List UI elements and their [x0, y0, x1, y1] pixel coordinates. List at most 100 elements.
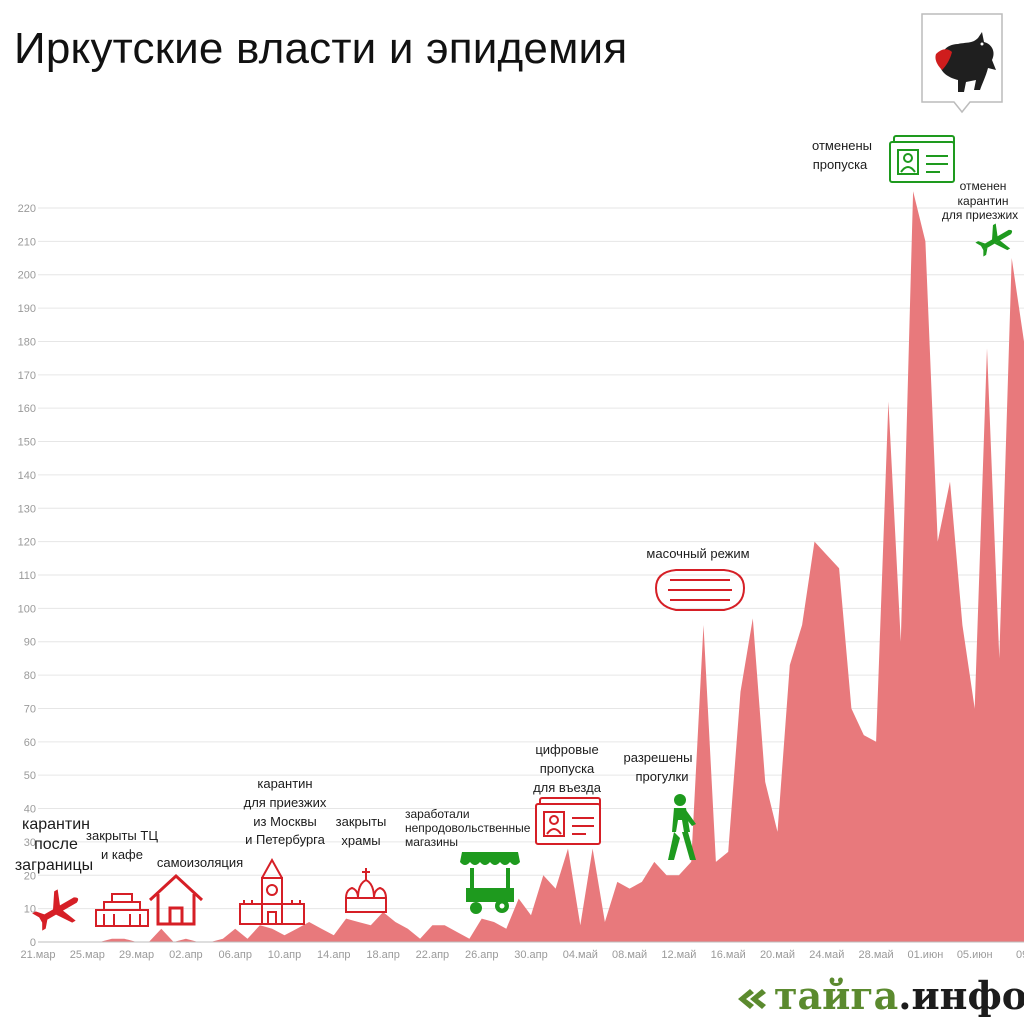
x-tick-label: 22.апр	[416, 949, 449, 961]
annotation-label: пропуска	[813, 157, 868, 172]
x-tick-label: 10.апр	[268, 949, 301, 961]
annotation-quarantine-moscow: карантин для приезжих из Москвы и Петерб…	[239, 776, 327, 925]
y-tick-label: 80	[24, 670, 36, 682]
x-tick-label: 16.май	[711, 949, 746, 961]
x-tick-label: 20.май	[760, 949, 795, 961]
y-tick-label: 90	[24, 637, 36, 649]
walking-person-icon	[668, 794, 696, 860]
y-tick-label: 190	[18, 303, 36, 315]
x-tick-label: 01.июн	[908, 949, 944, 961]
annotation-malls-closed: закрыты ТЦ и кафе	[86, 828, 158, 927]
market-stall-icon	[460, 852, 520, 914]
annotation-label: самоизоляция	[157, 855, 243, 870]
y-tick-label: 30	[24, 837, 36, 849]
cases-area	[38, 191, 1024, 943]
annotation-label: отменены	[812, 138, 872, 153]
x-tick-label: 09.и	[1016, 949, 1024, 961]
y-tick-label: 200	[18, 270, 36, 282]
x-tick-label: 14.апр	[317, 949, 350, 961]
y-tick-label: 60	[24, 737, 36, 749]
x-tick-label: 25.мар	[70, 949, 105, 961]
annotation-stores-reopened: заработали непродовольственные магазины	[405, 807, 531, 914]
mask-icon	[654, 569, 746, 611]
x-tick-label: 18.апр	[366, 949, 399, 961]
annotation-label: для въезда	[533, 780, 602, 795]
annotation-label: храмы	[341, 833, 380, 848]
church-icon	[345, 868, 387, 913]
annotation-label: магазины	[405, 835, 458, 849]
house-icon	[148, 873, 204, 926]
annotation-self-isolation: самоизоляция	[148, 855, 243, 926]
x-tick-label: 28.май	[859, 949, 894, 961]
annotation-label: масочный режим	[646, 546, 749, 561]
y-tick-label: 20	[24, 870, 36, 882]
annotation-walks-allowed: разрешены прогулки	[624, 750, 696, 860]
x-tick-label: 05.июн	[957, 949, 993, 961]
annotation-label: отменен	[960, 179, 1007, 193]
kremlin-icon	[239, 857, 305, 925]
annotation-label: заграницы	[15, 857, 93, 874]
x-tick-label: 21.мар	[20, 949, 55, 961]
y-tick-label: 70	[24, 703, 36, 715]
logo-chevron-icon	[738, 988, 766, 1009]
grid-lines	[38, 207, 1024, 910]
x-tick-label: 08.май	[612, 949, 647, 961]
x-tick-label: 04.май	[563, 949, 598, 961]
annotation-digital-passes: цифровые пропуска для въезда	[533, 742, 602, 845]
y-tick-label: 140	[18, 470, 36, 482]
annotation-label: разрешены	[624, 750, 693, 765]
annotation-label: пропуска	[540, 761, 595, 776]
annotation-label: карантин	[958, 194, 1009, 208]
y-tick-label: 220	[18, 203, 36, 215]
logo-part1: тайга	[774, 973, 899, 1018]
annotation-label: карантин	[257, 776, 312, 791]
airplane-icon	[32, 889, 79, 931]
pass-card-icon	[889, 135, 955, 183]
annotation-label: заработали	[405, 807, 470, 821]
annotation-mask-regime: масочный режим	[646, 546, 750, 611]
y-tick-label: 50	[24, 770, 36, 782]
x-tick-label: 30.апр	[514, 949, 547, 961]
x-tick-label: 26.апр	[465, 949, 498, 961]
taiga-info-logo: тайга.инфо	[736, 974, 1024, 1018]
annotation-label: карантин	[22, 816, 90, 833]
y-tick-label: 40	[24, 804, 36, 816]
y-axis-ticks: 0 10 20 30 40 50 60 70 80 90 100 110 120 130 140 150 160…	[18, 203, 36, 949]
pass-card-icon	[535, 797, 601, 845]
annotation-label: непродовольственные	[405, 821, 531, 835]
annotation-quarantine-abroad: карантин после заграницы	[15, 816, 93, 931]
x-tick-label: 24.май	[809, 949, 844, 961]
annotation-label: закрыты	[336, 814, 387, 829]
x-axis-ticks: 21.мар 25.мар 29.мар 02.апр 06.апр 10.апр 14.а…	[20, 949, 1024, 961]
annotation-label: для приезжих	[244, 795, 327, 810]
annotation-label: цифровые	[535, 742, 598, 757]
y-tick-label: 100	[18, 603, 36, 615]
x-tick-label: 02.апр	[169, 949, 202, 961]
x-tick-label: 12.май	[661, 949, 696, 961]
x-tick-label: 29.мар	[119, 949, 154, 961]
y-tick-label: 160	[18, 403, 36, 415]
annotation-passes-cancelled: отменены пропуска	[812, 135, 955, 183]
y-tick-label: 130	[18, 503, 36, 515]
annotation-label: закрыты ТЦ	[86, 828, 158, 843]
y-tick-label: 120	[18, 537, 36, 549]
annotation-label: из Москвы	[253, 814, 316, 829]
annotation-temples-closed: закрыты храмы	[336, 814, 387, 913]
x-tick-label: 06.апр	[218, 949, 251, 961]
y-tick-label: 180	[18, 336, 36, 348]
mall-icon	[95, 893, 149, 927]
y-tick-label: 170	[18, 370, 36, 382]
y-tick-label: 150	[18, 437, 36, 449]
annotation-label: для приезжих	[942, 208, 1018, 222]
y-tick-label: 210	[18, 236, 36, 248]
irkutsk-coat-of-arms-icon	[921, 13, 1003, 114]
chart-title: Иркутские власти и эпидемия	[14, 24, 628, 73]
airplane-icon	[975, 223, 1013, 257]
annotation-label: и кафе	[101, 847, 143, 862]
y-tick-label: 110	[18, 570, 36, 582]
logo-part2: .инфо	[898, 973, 1024, 1018]
annotation-label: и Петербурга	[245, 832, 325, 847]
annotation-label: прогулки	[636, 769, 689, 784]
annotation-quarantine-cancelled: отменен карантин для приезжих	[942, 179, 1018, 257]
